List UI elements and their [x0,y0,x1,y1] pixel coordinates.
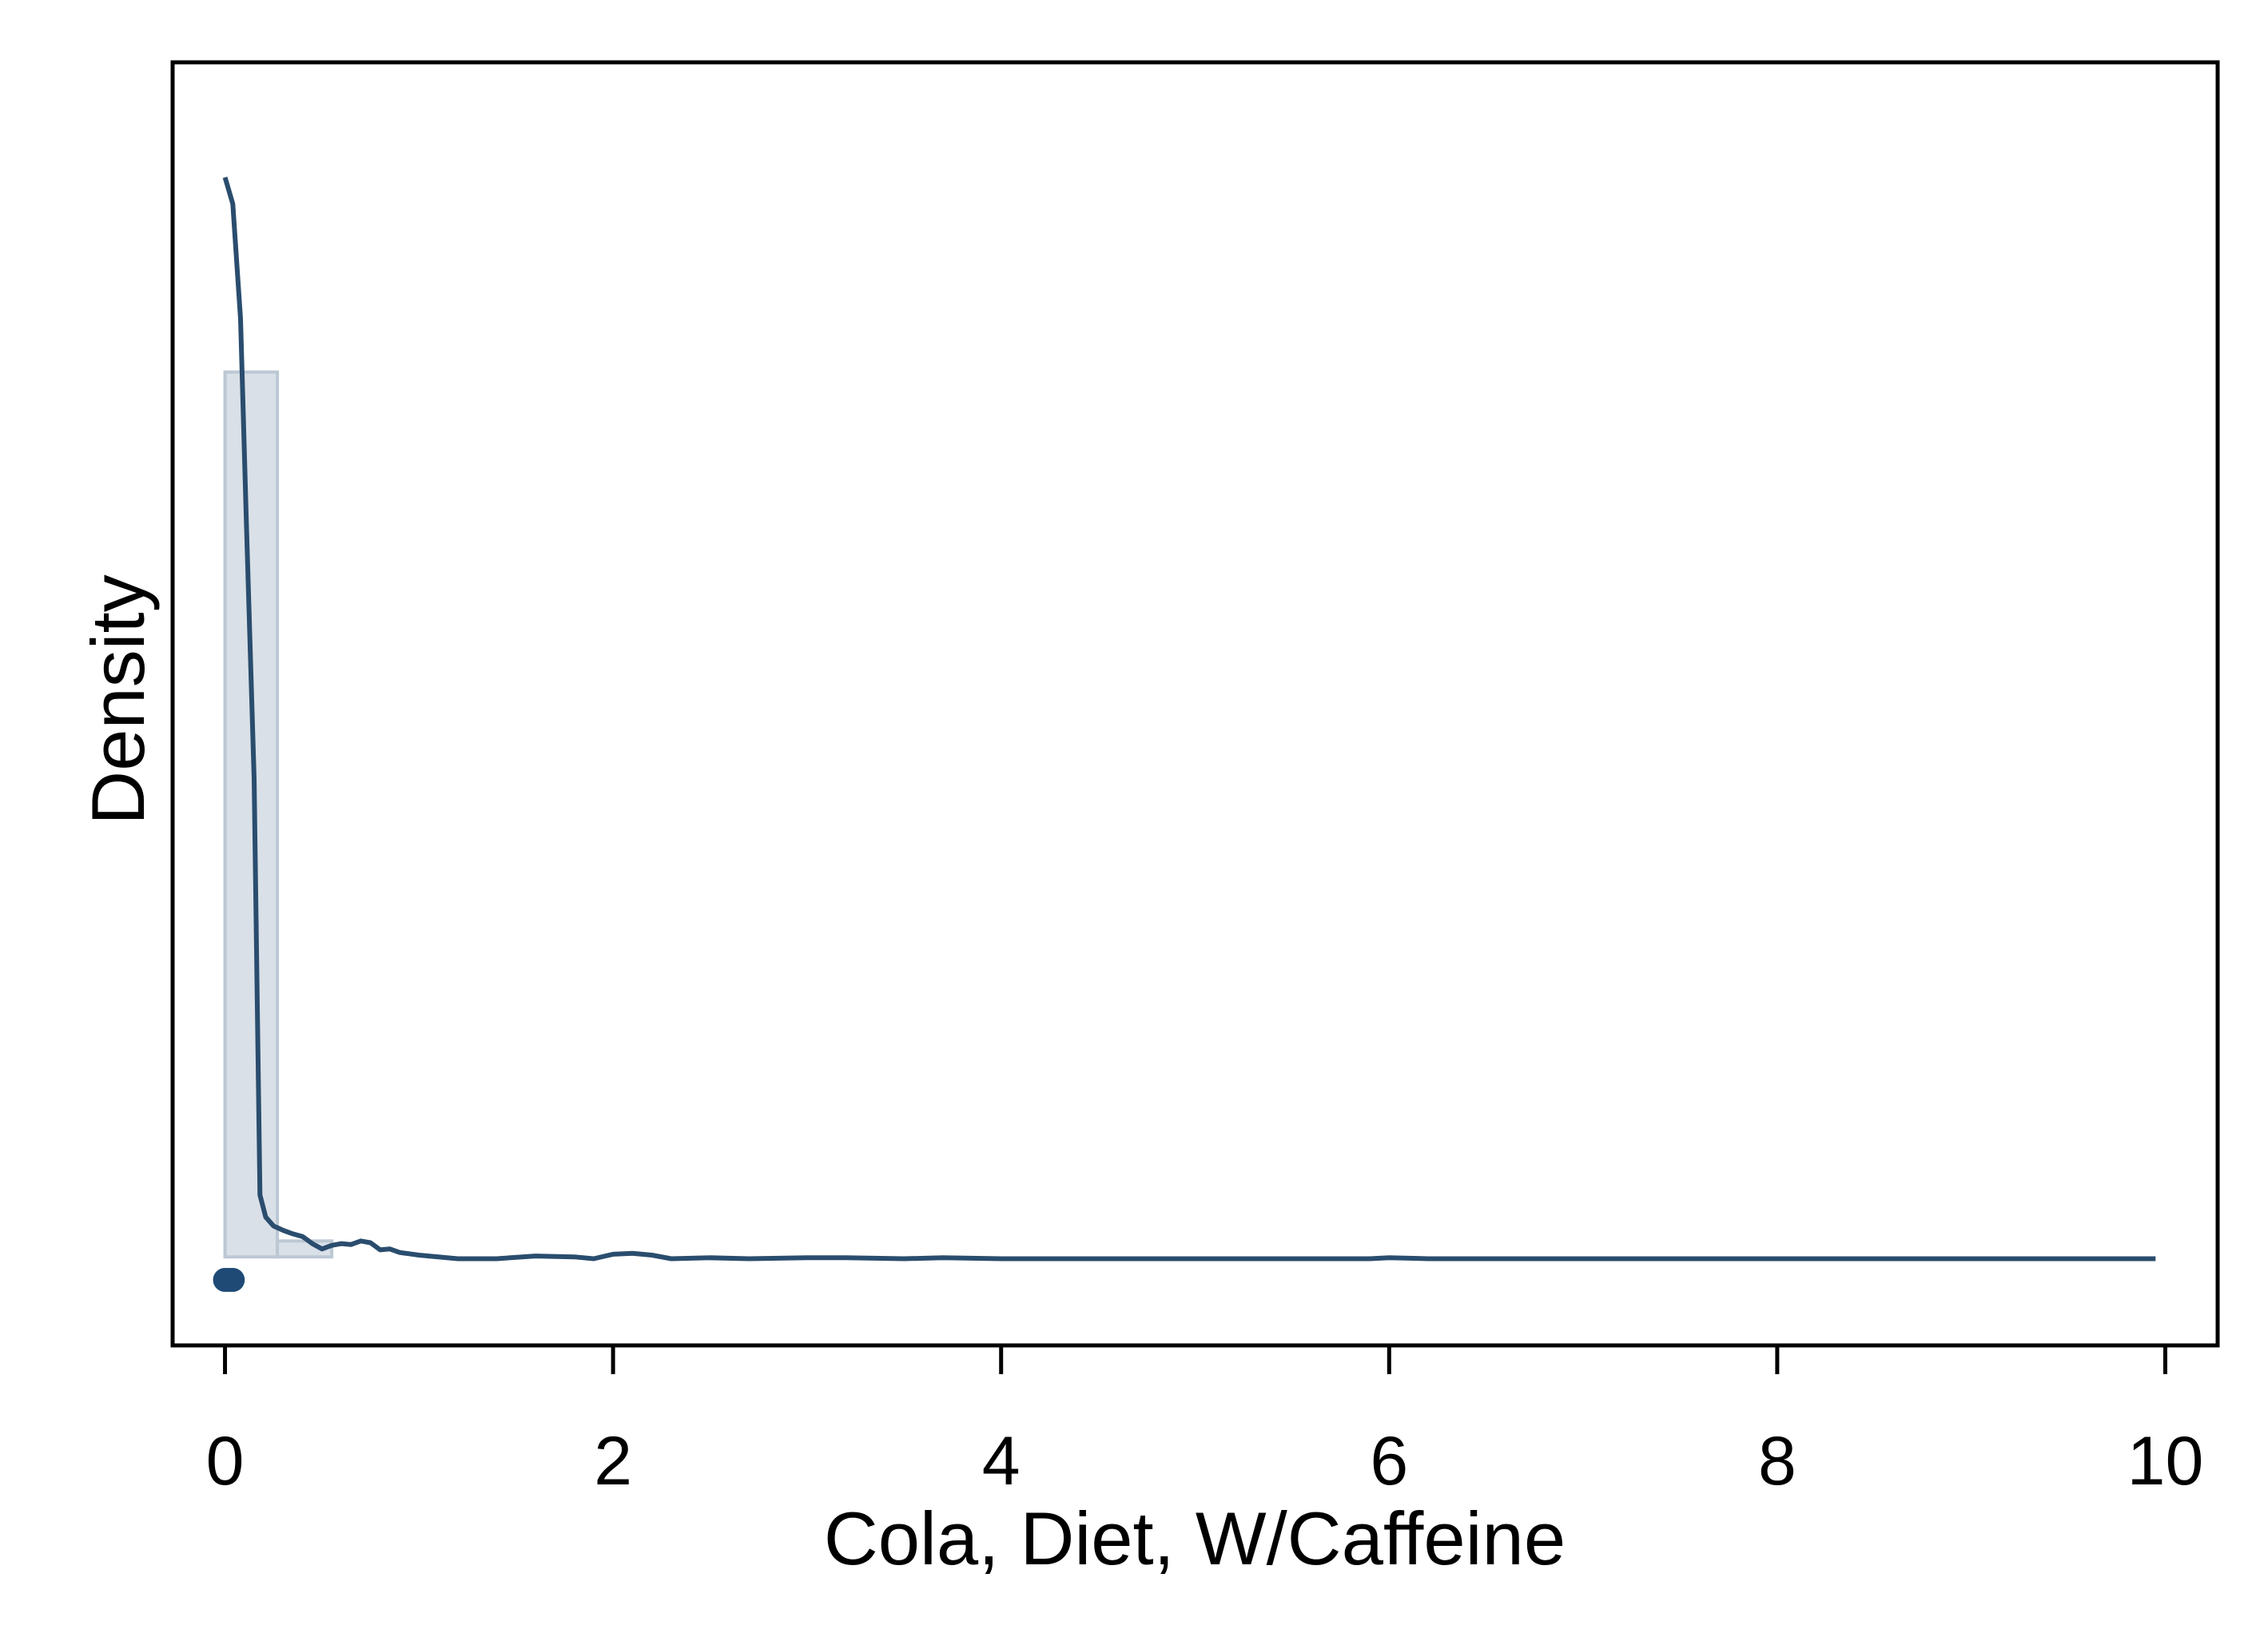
x-tick-label-1: 2 [594,1423,632,1500]
x-tick-label-5: 10 [2127,1423,2204,1500]
x-tick-label-0: 0 [206,1423,245,1500]
x-tick-label-2: 4 [982,1423,1021,1500]
x-tick-label-3: 6 [1370,1423,1408,1500]
density-curve [222,177,2156,1262]
x-axis-title: Cola, Diet, W/Caffeine [824,1496,1566,1580]
density-curve-group [222,177,2156,1262]
x-axis-ticks: 0 2 4 6 8 10 [206,1345,2204,1500]
plot-frame [170,60,2220,1348]
rug-markers [213,1268,245,1292]
histogram-bar-0 [223,370,280,1259]
y-axis-title: Density [76,574,160,824]
rug-point-2 [221,1268,245,1292]
x-tick-label-4: 8 [1758,1423,1796,1500]
